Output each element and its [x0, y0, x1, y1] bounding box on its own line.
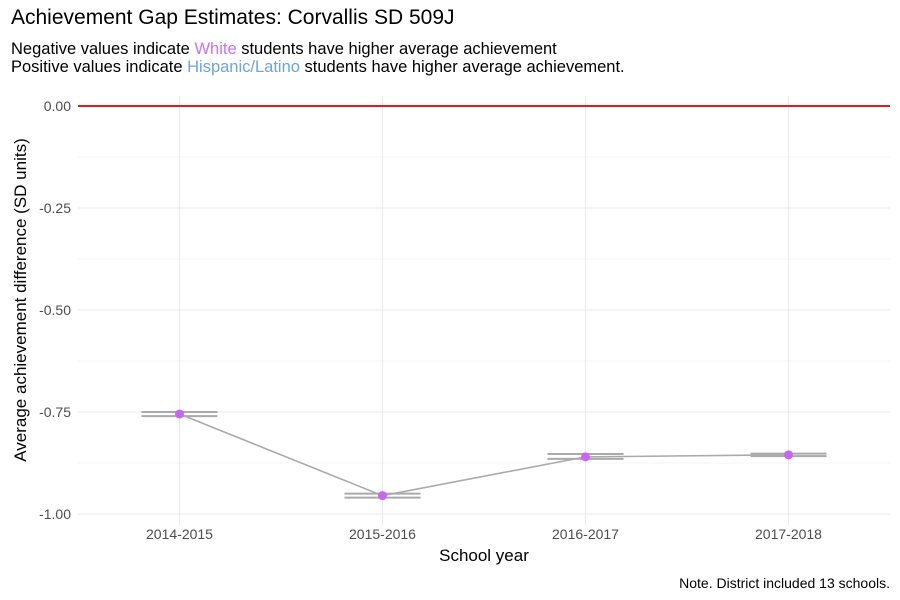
subtitle-line-1: Negative values indicate White students …: [11, 40, 557, 59]
subtitle-line-2: Positive values indicate Hispanic/Latino…: [11, 58, 625, 77]
x-tick-label: 2016-2017: [552, 526, 619, 542]
y-tick-label: -0.75: [39, 404, 71, 420]
subtitle-2-text-after: students have higher average achievement…: [299, 58, 625, 76]
connector-layer: [179, 413, 789, 497]
subtitle-1-highlight-white: White: [194, 40, 237, 58]
chart-title: Achievement Gap Estimates: Corvallis SD …: [11, 6, 455, 29]
subtitle-2-highlight-hispanic: Hispanic/Latino: [187, 58, 300, 76]
y-tick-layer: 0.00 -0.25 -0.50 -0.75 -1.00: [39, 98, 71, 522]
x-tick-label: 2014-2015: [146, 526, 213, 542]
y-tick-label: -0.50: [39, 302, 71, 318]
grid-layer: [78, 96, 890, 525]
series-connector-line: [179, 413, 789, 497]
x-tick-layer: 2014-2015 2015-2016 2016-2017 2017-2018: [146, 526, 822, 542]
y-tick-label: 0.00: [44, 98, 71, 114]
y-axis-label: Average achievement difference (SD units…: [11, 138, 30, 462]
point-layer: [175, 409, 793, 501]
subtitle-1-text-after: students have higher average achievement: [236, 40, 557, 58]
data-point: [581, 452, 590, 462]
data-point: [175, 409, 184, 419]
data-point: [378, 491, 387, 501]
x-axis-label: School year: [439, 546, 529, 565]
data-point: [784, 450, 793, 460]
subtitle-1-text-before: Negative values indicate: [11, 40, 195, 58]
y-tick-label: -1.00: [39, 506, 71, 522]
subtitle-2-text-before: Positive values indicate: [11, 58, 188, 76]
x-tick-label: 2017-2018: [755, 526, 822, 542]
x-tick-label: 2015-2016: [349, 526, 416, 542]
chart-caption: Note. District included 13 schools.: [679, 575, 890, 591]
y-tick-label: -0.25: [39, 200, 71, 216]
